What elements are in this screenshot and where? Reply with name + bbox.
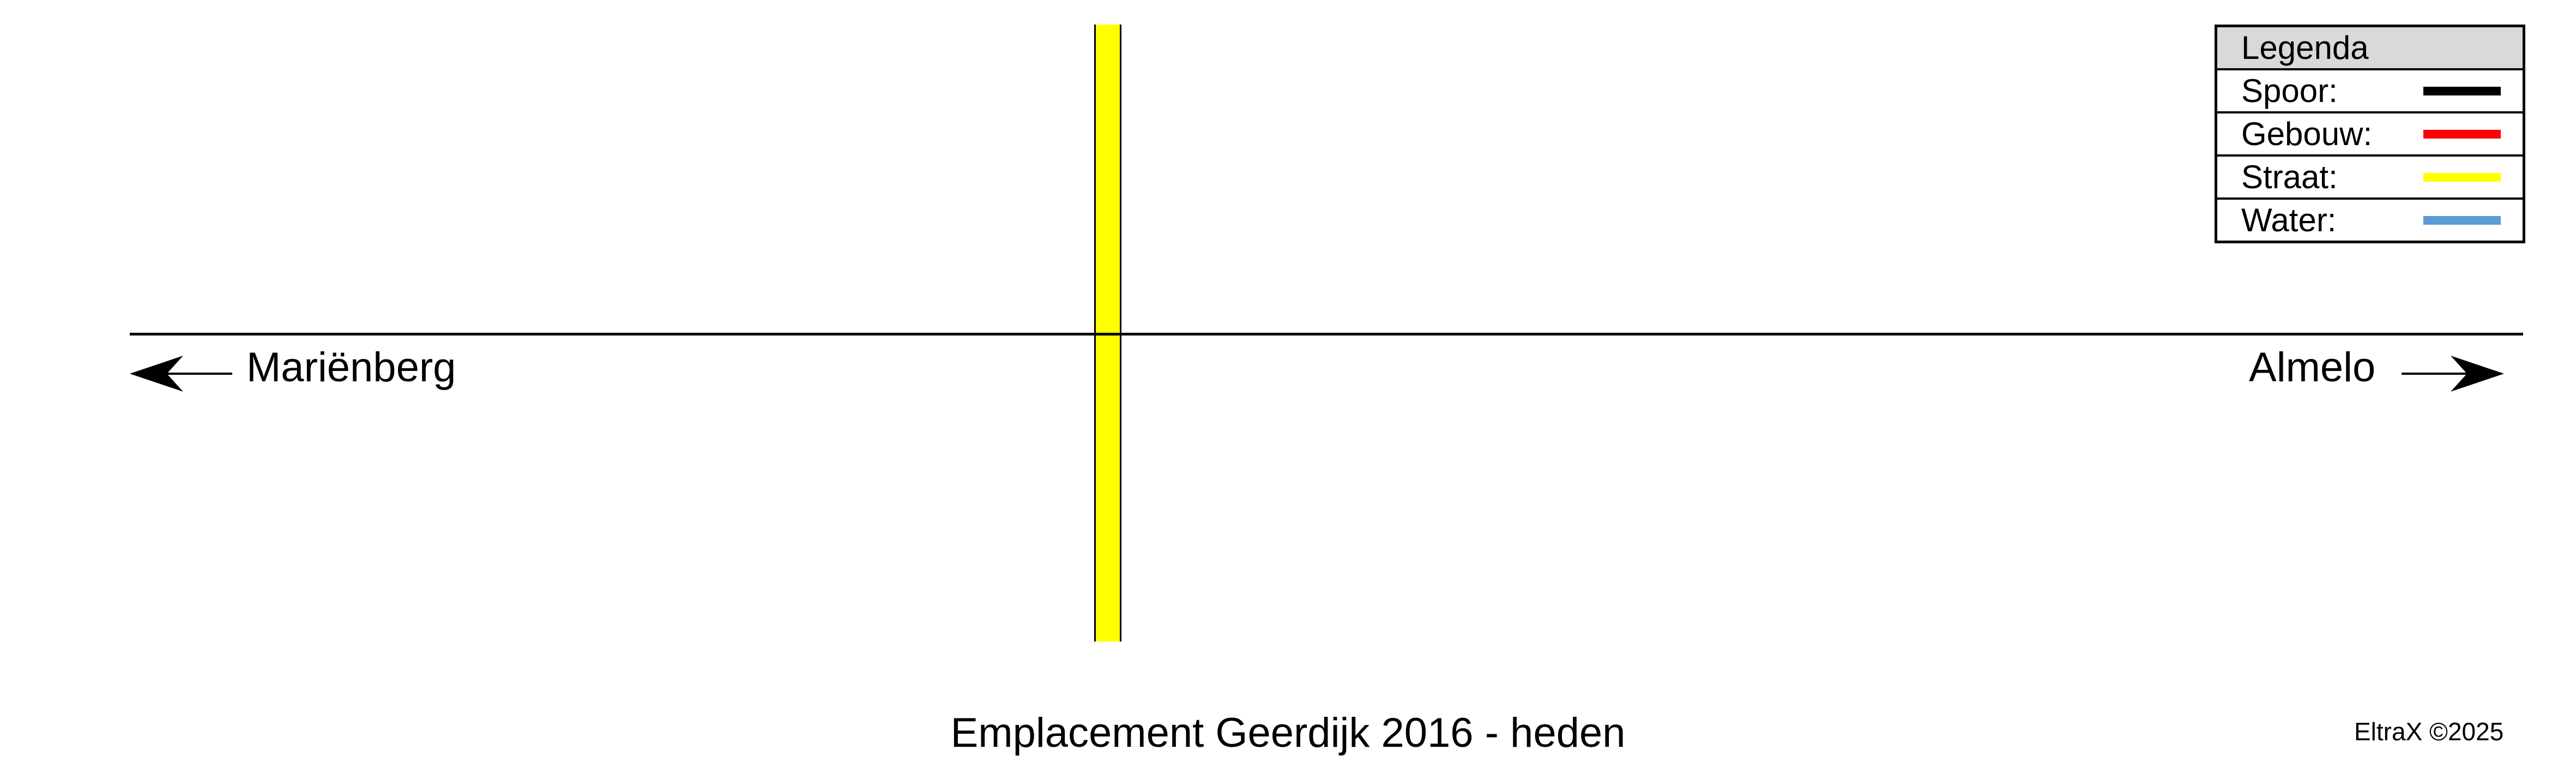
railway-track bbox=[130, 333, 2523, 335]
legend-label: Gebouw: bbox=[2241, 116, 2373, 152]
legend-item: Gebouw: bbox=[2217, 111, 2523, 154]
legend-label: Spoor: bbox=[2241, 73, 2338, 109]
legend: Legenda Spoor: Gebouw: Straat: Water: bbox=[2215, 25, 2525, 243]
legend-title: Legenda bbox=[2241, 29, 2369, 66]
diagram-title: Emplacement Geerdijk 2016 - heden bbox=[950, 710, 1626, 756]
copyright: EltraX ©2025 bbox=[2354, 717, 2504, 746]
legend-label: Water: bbox=[2241, 202, 2337, 238]
arrow-right-icon bbox=[2402, 356, 2504, 392]
legend-header: Legenda bbox=[2217, 27, 2523, 68]
legend-item: Straat: bbox=[2217, 154, 2523, 197]
direction-label-right: Almelo bbox=[2249, 344, 2376, 391]
railway-track-crossing bbox=[1094, 333, 1121, 335]
legend-swatch-water bbox=[2423, 216, 2501, 225]
legend-label: Straat: bbox=[2241, 159, 2338, 195]
legend-item: Spoor: bbox=[2217, 68, 2523, 111]
legend-swatch-spoor bbox=[2423, 87, 2501, 95]
legend-swatch-straat bbox=[2423, 173, 2501, 182]
legend-item: Water: bbox=[2217, 197, 2523, 241]
arrow-left-icon bbox=[130, 356, 232, 392]
direction-label-left: Mariënberg bbox=[246, 344, 456, 391]
legend-swatch-gebouw bbox=[2423, 130, 2501, 139]
